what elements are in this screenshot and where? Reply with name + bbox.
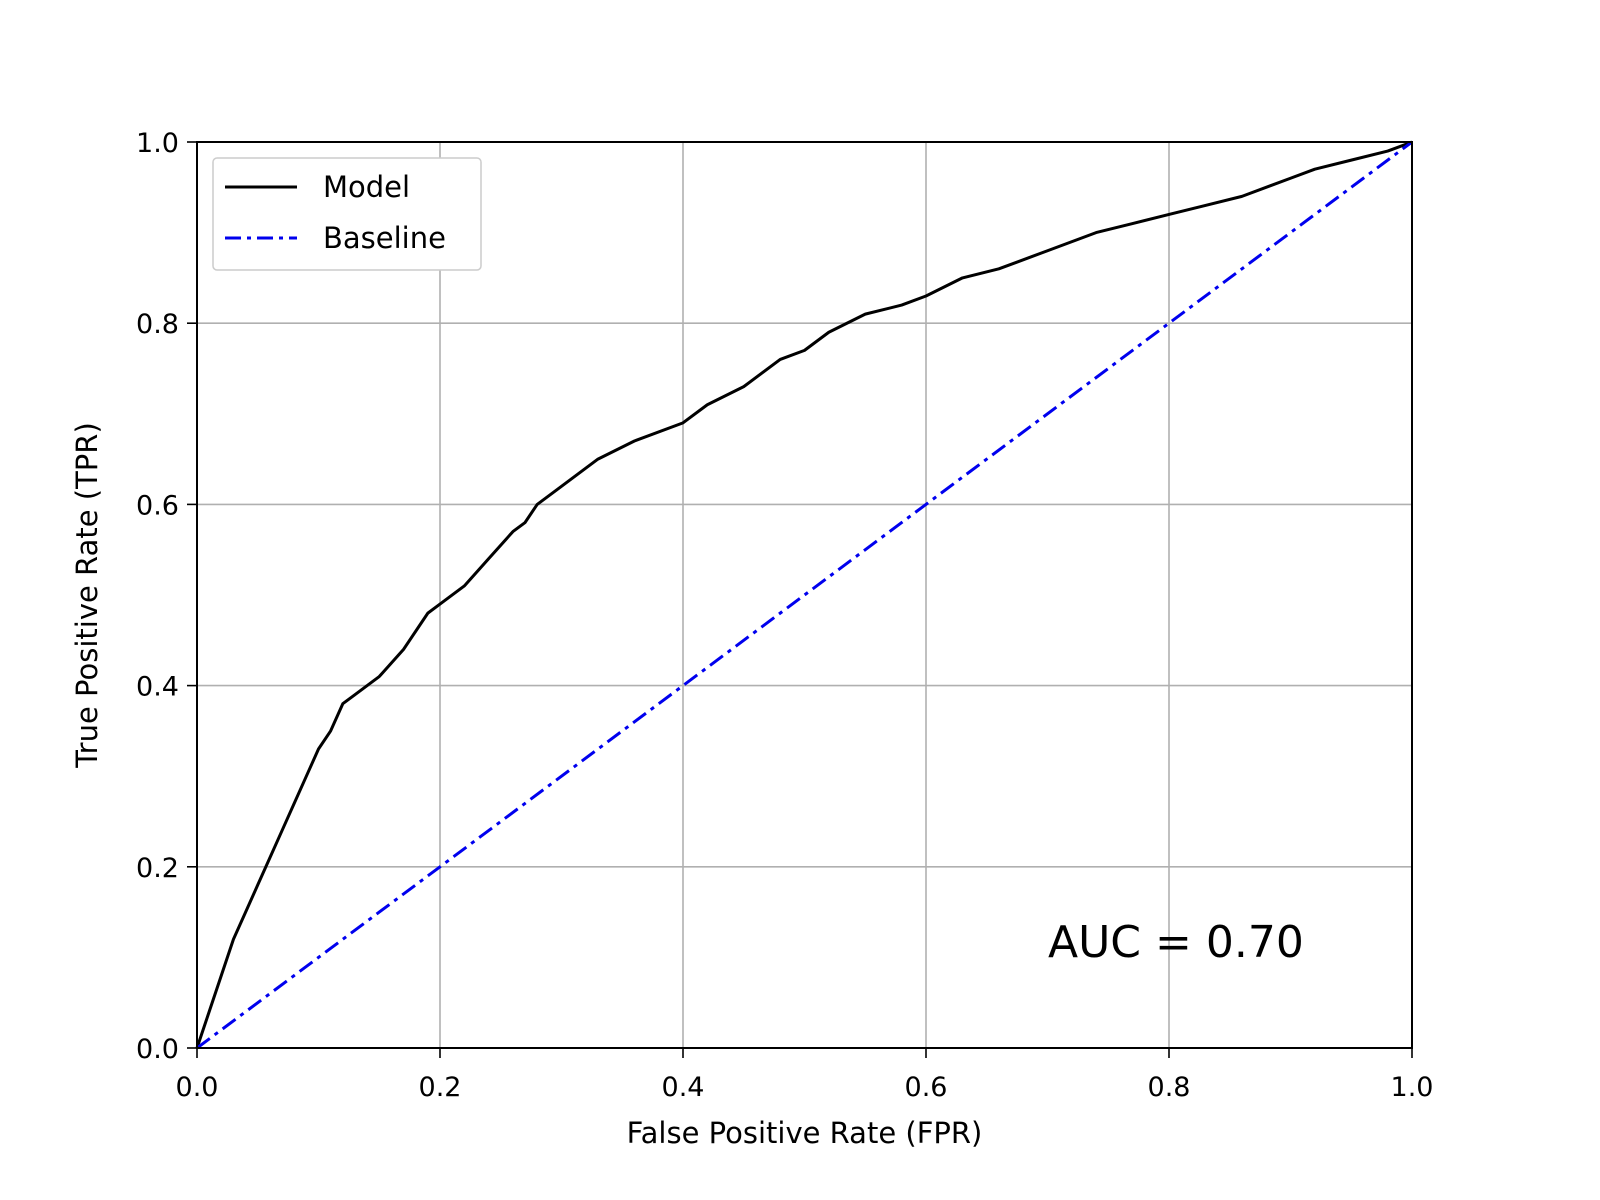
ticks: 0.0 0.2 0.4 0.6 0.8 1.0 0.0 0.2 0.4 0.6 0.8 1.0 bbox=[136, 128, 1433, 1103]
y-tick-label: 1.0 bbox=[136, 128, 179, 159]
x-tick-label: 0.4 bbox=[662, 1072, 705, 1103]
plot-frame bbox=[196, 141, 1413, 1049]
series-layer bbox=[195, 140, 1413, 1050]
y-tick-label: 0.8 bbox=[136, 309, 179, 340]
legend: Model Baseline bbox=[212, 157, 482, 271]
legend-label-model: Model bbox=[323, 170, 410, 204]
legend-label-baseline: Baseline bbox=[323, 221, 446, 255]
series-line-model bbox=[195, 140, 1413, 1049]
x-tick-label: 1.0 bbox=[1391, 1072, 1434, 1103]
series-line-baseline bbox=[196, 140, 1413, 1050]
y-tick-label: 0.4 bbox=[136, 672, 179, 703]
y-tick-label: 0.6 bbox=[136, 490, 179, 521]
x-tick-label: 0.8 bbox=[1148, 1072, 1191, 1103]
x-axis-label: False Positive Rate (FPR) bbox=[627, 1116, 983, 1150]
x-tick-label: 0.6 bbox=[905, 1072, 948, 1103]
x-tick-label: 0.0 bbox=[176, 1072, 219, 1103]
x-tick-label: 0.2 bbox=[419, 1072, 462, 1103]
auc-annotation: AUC = 0.70 bbox=[1048, 917, 1304, 968]
y-axis-label: True Positive Rate (TPR) bbox=[70, 422, 104, 769]
y-tick-label: 0.2 bbox=[136, 853, 179, 884]
y-tick-label: 0.0 bbox=[136, 1034, 179, 1065]
